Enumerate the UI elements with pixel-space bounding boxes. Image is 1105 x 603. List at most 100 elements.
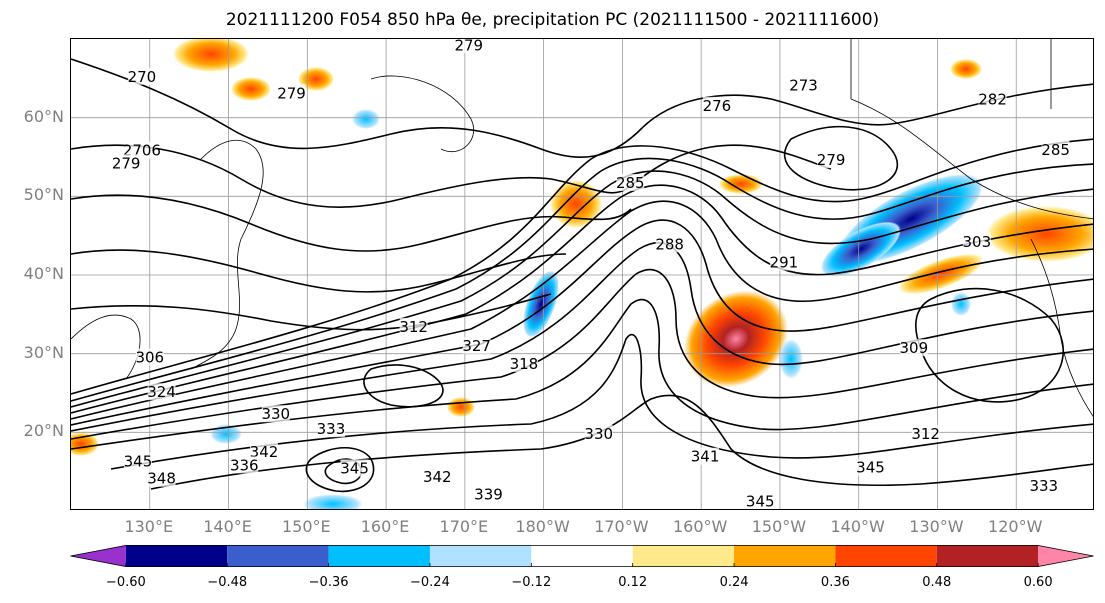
latitude-label: 40°N — [23, 264, 64, 283]
shade-blob — [684, 290, 788, 388]
contour-label-bg — [147, 469, 176, 487]
contour-label: 336 — [230, 456, 259, 474]
contour-label: 342 — [423, 468, 452, 486]
shade-blob — [231, 77, 271, 101]
contour-label-bg — [249, 443, 278, 460]
longitude-label: 130°E — [124, 517, 174, 536]
contour-label-bg — [112, 154, 141, 172]
colorbar-tick-label: 0.48 — [922, 575, 952, 590]
contour-label: 345 — [746, 493, 775, 510]
longitude-label: 170°W — [594, 517, 649, 536]
colorbar-tick-label: −0.36 — [308, 575, 349, 590]
colorbar — [70, 545, 1094, 567]
contour-label-bg — [746, 492, 775, 509]
map-panel: 279 270 279 276 273 282 2706 279 279 285 285 288 291… — [70, 38, 1094, 510]
colorbar-swatch — [632, 545, 735, 567]
contour-label: 327 — [462, 337, 491, 355]
longitude-label: 150°W — [751, 517, 807, 536]
coastline — [190, 140, 264, 370]
longitude-label: 140°W — [830, 517, 885, 536]
colorbar-swatch — [227, 545, 329, 567]
contour-line — [305, 447, 375, 493]
map-title: 2021111200 F054 850 hPa θe, precipitatio… — [225, 10, 880, 30]
shade-blob — [951, 292, 971, 316]
shade-blob — [719, 174, 763, 194]
colorbar-swatch — [328, 545, 430, 567]
colorbar-swatch — [734, 545, 836, 567]
longitude-label: 160°E — [360, 517, 410, 536]
contour-line — [71, 200, 1093, 420]
contour-label-bg — [655, 235, 684, 253]
latitude-label: 50°N — [23, 185, 64, 205]
contour-label: 303 — [963, 233, 992, 251]
contour-label: 306 — [135, 349, 164, 367]
colorbar-tick-label: 0.24 — [719, 575, 749, 590]
longitude-label: 130°W — [909, 517, 964, 536]
shade-blob — [779, 339, 803, 379]
colorbar-tick-label: −0.24 — [410, 575, 450, 590]
contour-label: 285 — [616, 174, 645, 192]
contour-label-bg — [399, 317, 428, 335]
contour-line — [71, 157, 1093, 402]
colorbar-tick-label: −0.60 — [105, 575, 146, 590]
contour-label: 312 — [911, 425, 940, 443]
shade-blob — [550, 180, 602, 228]
contour-label-bg — [911, 424, 940, 442]
colorbar-swatch — [125, 545, 228, 567]
contour-label-bg — [856, 458, 885, 476]
shade-blob — [447, 397, 475, 417]
contour-label: 273 — [789, 76, 818, 94]
colorbar-swatch — [1038, 545, 1094, 567]
contour-label-bg — [691, 447, 720, 465]
contour-line — [71, 184, 1093, 414]
longitude-label: 170°E — [439, 517, 489, 536]
colorbar-swatch — [531, 545, 633, 567]
colorbar-tick-label: 0.12 — [618, 575, 648, 590]
shade-blob — [950, 59, 982, 79]
latitude-label: 60°N — [23, 106, 64, 126]
contour-label: 324 — [147, 383, 176, 401]
contour-label-bg — [135, 348, 164, 366]
contour-line — [150, 394, 1093, 490]
colorbar-tick-label: 0.60 — [1023, 575, 1053, 590]
contour-label-bg — [277, 84, 306, 102]
contour-label: 279 — [112, 154, 141, 172]
contour-label: 285 — [1041, 141, 1070, 159]
contour-label: 345 — [340, 460, 369, 478]
contour-line — [71, 298, 1093, 450]
contour-line — [324, 458, 362, 485]
contour-label-bg — [1029, 476, 1058, 494]
contour-label: 309 — [900, 339, 929, 357]
contour-label-bg — [769, 253, 798, 271]
contour-label-bg — [423, 468, 452, 486]
contour-label-bg — [123, 452, 152, 470]
contour-line — [71, 268, 1093, 440]
contour-label-bg — [789, 76, 818, 94]
contour-label-bg — [584, 424, 613, 442]
contour-line — [71, 249, 567, 293]
contour-label-bg — [316, 420, 345, 438]
contour-label-bg — [261, 405, 290, 423]
colorbar-tick-label: −0.48 — [207, 575, 248, 590]
contour-line — [915, 287, 1065, 403]
colorbar-swatch — [835, 545, 937, 567]
longitude-label: 180°W — [515, 517, 570, 536]
contour-label: 318 — [510, 355, 539, 373]
contour-label-bg — [509, 354, 538, 372]
contour-label: 291 — [770, 253, 799, 271]
contour-label: 345 — [124, 452, 153, 470]
coastline — [71, 314, 141, 380]
colorbar-swatch — [70, 545, 126, 567]
contour-label: 341 — [691, 448, 720, 466]
latitude-label: 30°N — [23, 342, 64, 362]
contour-line — [110, 333, 1093, 470]
shade-blob — [352, 109, 380, 129]
contour-label: 276 — [703, 97, 732, 115]
contour-label: 282 — [978, 91, 1007, 109]
contour-label-bg — [899, 339, 928, 357]
coastline — [370, 75, 474, 152]
contour-line — [784, 125, 898, 191]
contour-label-bg — [147, 383, 176, 401]
